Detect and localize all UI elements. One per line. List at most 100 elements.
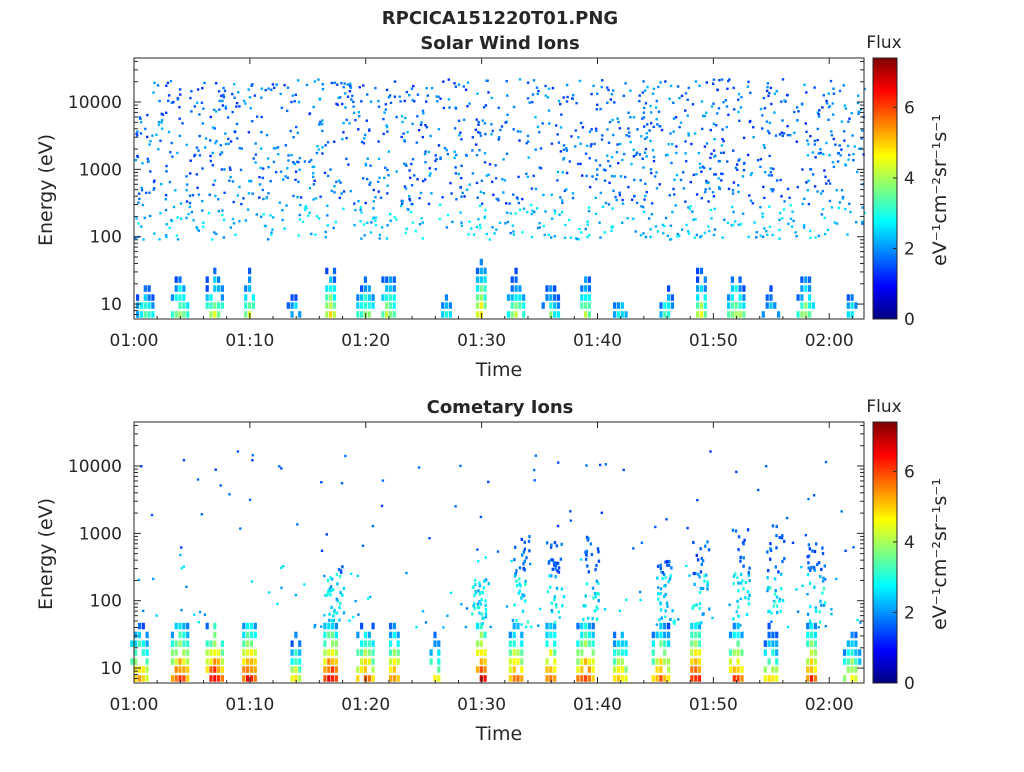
heatmap-cell: [296, 195, 299, 199]
heatmap-cell: [843, 104, 847, 107]
heatmap-cell: [339, 575, 342, 579]
heatmap-cell: [401, 120, 404, 124]
heatmap-cell: [695, 233, 699, 237]
heatmap-cell: [223, 191, 226, 194]
heatmap-cell: [449, 591, 453, 595]
heatmap-cell: [174, 658, 178, 665]
heatmap-cell: [809, 666, 814, 673]
heatmap-cell: [217, 658, 221, 665]
heatmap-cell: [336, 83, 339, 86]
heatmap-cell: [151, 294, 155, 301]
heatmap-cell: [592, 84, 595, 88]
heatmap-cell: [804, 122, 807, 125]
heatmap-cell: [730, 276, 734, 283]
heatmap-cell: [145, 191, 148, 195]
heatmap-cell: [524, 599, 527, 603]
heatmap-cell: [337, 179, 341, 182]
heatmap-cell: [137, 222, 140, 225]
heatmap-cell: [339, 591, 342, 595]
heatmap-cell: [639, 234, 643, 237]
heatmap-cell: [137, 666, 142, 673]
heatmap-cell: [213, 658, 217, 665]
heatmap-cell: [667, 294, 671, 301]
heatmap-cell: [678, 125, 681, 129]
heatmap-cell: [321, 83, 324, 86]
heatmap-cell: [524, 583, 527, 587]
heatmap-cell: [596, 607, 599, 611]
heatmap-cell: [673, 621, 676, 625]
heatmap-cell: [136, 130, 139, 133]
heatmap-cell: [667, 302, 671, 309]
heatmap-cell: [424, 621, 428, 624]
heatmap-cell: [512, 658, 516, 665]
heatmap-cell: [509, 212, 512, 215]
colorbar-tick-label: 0: [904, 674, 915, 694]
heatmap-cell: [498, 221, 502, 224]
heatmap-cell: [611, 207, 614, 210]
heatmap-cell: [635, 201, 639, 205]
heatmap-cell: [227, 142, 230, 145]
heatmap-cell: [782, 132, 786, 135]
heatmap-cell: [374, 223, 378, 227]
heatmap-cell: [756, 159, 760, 162]
heatmap-cell: [360, 294, 364, 301]
heatmap-cell: [182, 302, 186, 309]
heatmap-cell: [734, 220, 737, 223]
heatmap-cell: [740, 572, 743, 576]
heatmap-cell: [143, 311, 147, 318]
heatmap-cell: [471, 136, 474, 139]
heatmap-cell: [596, 617, 599, 621]
heatmap-cell: [822, 579, 825, 583]
heatmap-cell: [761, 235, 765, 239]
heatmap-cell: [610, 93, 614, 96]
heatmap-cell: [510, 294, 514, 301]
heatmap-cell: [550, 609, 553, 612]
heatmap-cell: [408, 94, 411, 97]
heatmap-cell: [528, 549, 531, 553]
heatmap-cell: [247, 88, 250, 91]
heatmap-cell: [262, 167, 265, 170]
heatmap-cell: [549, 302, 553, 309]
heatmap-cell: [817, 234, 820, 238]
heatmap-cell: [556, 569, 559, 573]
heatmap-cell: [205, 285, 209, 292]
heatmap-cell: [730, 224, 733, 227]
heatmap-cell: [736, 631, 740, 639]
heatmap-cell: [297, 79, 300, 82]
heatmap-cell: [622, 152, 626, 156]
heatmap-cell: [674, 204, 677, 207]
heatmap-cell: [460, 224, 464, 227]
heatmap-cell: [280, 566, 283, 570]
heatmap-cell: [604, 463, 607, 466]
heatmap-cell: [234, 233, 237, 236]
heatmap-cell: [281, 218, 284, 222]
heatmap-cell: [584, 311, 588, 318]
heatmap-cell: [143, 294, 147, 301]
heatmap-cell: [813, 185, 817, 188]
heatmap-cell: [829, 79, 833, 83]
heatmap-cell: [563, 189, 567, 193]
heatmap-cell: [385, 237, 389, 240]
heatmap-cell: [336, 103, 339, 106]
heatmap-cell: [794, 231, 797, 234]
heatmap-cell: [692, 218, 695, 221]
heatmap-cell: [736, 666, 740, 673]
heatmap-cell: [449, 181, 452, 185]
heatmap-cell: [255, 213, 258, 216]
heatmap-cell: [251, 294, 255, 301]
heatmap-cell: [664, 576, 667, 580]
heatmap-cell: [395, 218, 398, 221]
heatmap-cell: [290, 311, 294, 318]
heatmap-cell: [475, 181, 479, 185]
heatmap-cell: [587, 622, 591, 630]
heatmap-cell: [483, 294, 487, 301]
heatmap-cell: [392, 631, 396, 639]
heatmap-cell: [217, 311, 221, 318]
heatmap-cell: [500, 125, 504, 128]
heatmap-cell: [703, 294, 707, 301]
heatmap-cell: [244, 302, 248, 309]
heatmap-cell: [242, 99, 246, 103]
heatmap-cell: [610, 155, 614, 159]
heatmap-cell: [694, 571, 697, 576]
heatmap-cell: [483, 675, 487, 682]
